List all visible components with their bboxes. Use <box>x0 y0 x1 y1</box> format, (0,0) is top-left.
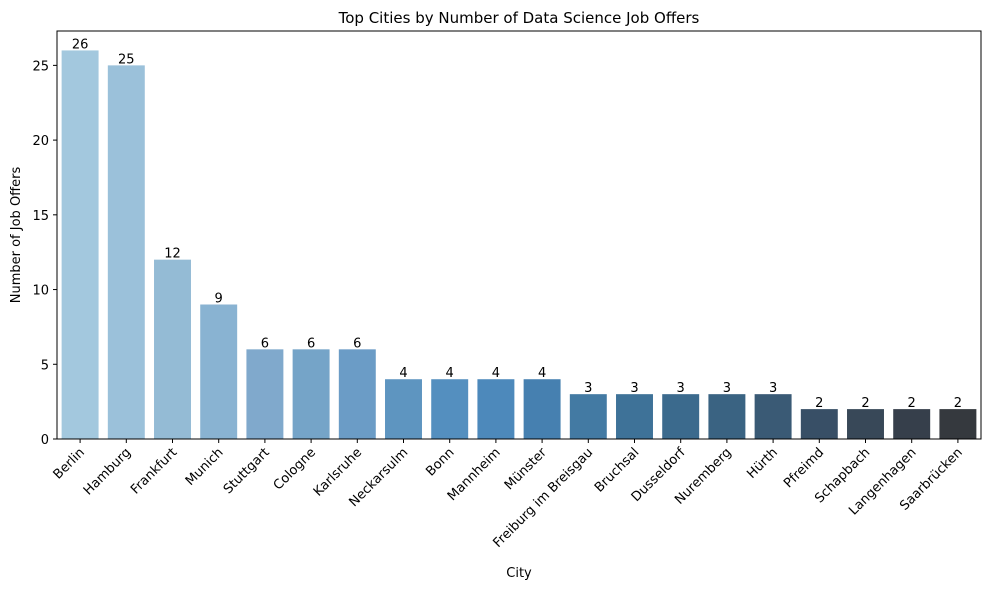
bar-berlin <box>61 50 99 440</box>
x-tick-label: Cologne <box>271 445 319 493</box>
bar-value-label: 2 <box>815 396 823 411</box>
x-tick-label: Munich <box>183 445 227 489</box>
y-tick-label: 25 <box>32 59 49 74</box>
bar-value-label: 25 <box>118 52 135 67</box>
bar-value-label: 4 <box>492 366 500 381</box>
bar-value-label: 3 <box>677 381 685 396</box>
y-axis-label: Number of Job Offers <box>9 167 24 304</box>
bars <box>61 50 977 440</box>
bar-value-label: 12 <box>164 247 181 262</box>
bar-freiburg-im-breisgau <box>569 394 607 439</box>
y-tick-label: 5 <box>41 358 49 373</box>
x-tick-label: Pfreimd <box>781 445 827 491</box>
bar-frankfurt <box>154 259 191 439</box>
bar-neckarsulm <box>385 379 422 439</box>
bar-munich <box>200 304 238 439</box>
x-tick-label: Bonn <box>423 445 457 479</box>
bar-pfreimd <box>800 409 838 439</box>
y-tick-label: 15 <box>32 209 49 224</box>
bar-bonn <box>431 379 469 439</box>
x-tick-label: Frankfurt <box>128 445 180 497</box>
x-tick-label: Hamburg <box>81 445 134 498</box>
bar-stuttgart <box>246 349 284 439</box>
x-axis-label: City <box>506 566 532 581</box>
bar-m-nster <box>523 379 561 439</box>
bar-value-label: 2 <box>908 396 916 411</box>
bar-value-label: 3 <box>769 381 777 396</box>
plot-frame <box>56 30 982 440</box>
bar-cologne <box>292 349 330 439</box>
bar-value-label: 2 <box>861 396 869 411</box>
chart-title: Top Cities by Number of Data Science Job… <box>338 9 700 27</box>
x-tick-label: Münster <box>502 445 550 493</box>
bar-schapbach <box>847 409 884 439</box>
bar-value-label: 6 <box>261 336 269 351</box>
bar-value-label: 3 <box>584 381 592 396</box>
bar-nuremberg <box>708 394 746 439</box>
bar-mannheim <box>477 379 515 439</box>
y-tick-label: 0 <box>41 433 49 448</box>
bar-value-label: 2 <box>954 396 962 411</box>
bar-value-label: 26 <box>72 37 89 52</box>
x-tick-label: Stuttgart <box>221 445 273 497</box>
y-tick-label: 10 <box>32 284 49 299</box>
x-tick-label: Berlin <box>51 445 88 482</box>
bar-bruchsal <box>616 394 653 439</box>
bar-value-label: 9 <box>215 291 223 306</box>
bar-dusseldorf <box>662 394 700 439</box>
y-tick-label: 20 <box>32 134 49 149</box>
y-axis: 0 5 10 15 20 25 <box>32 59 57 448</box>
bar-value-label: 4 <box>399 366 407 381</box>
bar-hamburg <box>107 65 145 439</box>
bar-langenhagen <box>893 409 931 439</box>
bar-value-label: 3 <box>630 381 638 396</box>
bar-value-label: 3 <box>723 381 731 396</box>
bar-value-label: 6 <box>353 336 361 351</box>
bar-karlsruhe <box>338 349 376 439</box>
bar-saarbr-cken <box>939 409 977 439</box>
bar-value-label: 4 <box>446 366 454 381</box>
bar-value-label: 6 <box>307 336 315 351</box>
bar-labels: 26 25 12 9 6 6 6 4 4 4 4 3 3 3 3 3 2 2 2 2 <box>72 37 962 411</box>
x-tick-label: Hürth <box>744 445 781 482</box>
bar-value-label: 4 <box>538 366 546 381</box>
bar-h-rth <box>754 394 792 439</box>
